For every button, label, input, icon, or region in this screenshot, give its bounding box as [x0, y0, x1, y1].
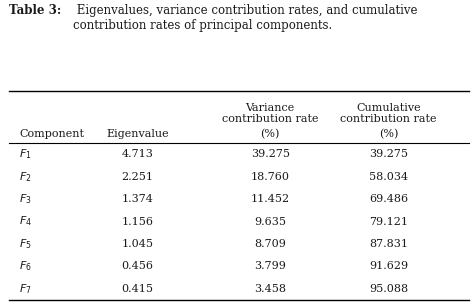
- Text: Variance: Variance: [246, 104, 295, 114]
- Text: 2.251: 2.251: [121, 172, 154, 182]
- Text: $F_3$: $F_3$: [19, 192, 32, 206]
- Text: 3.799: 3.799: [254, 261, 286, 271]
- Text: Eigenvalue: Eigenvalue: [106, 129, 169, 139]
- Text: 1.156: 1.156: [121, 217, 154, 226]
- Text: Component: Component: [19, 129, 84, 139]
- Text: 4.713: 4.713: [121, 149, 154, 159]
- Text: 39.275: 39.275: [369, 149, 408, 159]
- Text: Cumulative: Cumulative: [356, 104, 421, 114]
- Text: 1.045: 1.045: [121, 239, 154, 249]
- Text: (%): (%): [261, 130, 280, 140]
- Text: 58.034: 58.034: [369, 172, 408, 182]
- Text: Eigenvalues, variance contribution rates, and cumulative
contribution rates of p: Eigenvalues, variance contribution rates…: [73, 4, 418, 32]
- Text: 9.635: 9.635: [254, 217, 286, 226]
- Text: Table 3:: Table 3:: [9, 4, 62, 17]
- Text: 3.458: 3.458: [254, 284, 286, 294]
- Text: 79.121: 79.121: [369, 217, 408, 226]
- Text: $F_1$: $F_1$: [19, 148, 32, 161]
- Text: $F_6$: $F_6$: [19, 259, 32, 273]
- Text: $F_5$: $F_5$: [19, 237, 32, 251]
- Text: 1.374: 1.374: [121, 194, 154, 204]
- Text: contribution rate: contribution rate: [222, 114, 319, 124]
- Text: 91.629: 91.629: [369, 261, 408, 271]
- Text: 87.831: 87.831: [369, 239, 408, 249]
- Text: $F_4$: $F_4$: [19, 215, 32, 228]
- Text: 18.760: 18.760: [251, 172, 290, 182]
- Text: 95.088: 95.088: [369, 284, 408, 294]
- Text: 8.709: 8.709: [254, 239, 286, 249]
- Text: (%): (%): [379, 130, 398, 140]
- Text: 0.456: 0.456: [121, 261, 154, 271]
- Text: $F_2$: $F_2$: [19, 170, 31, 184]
- Text: 39.275: 39.275: [251, 149, 290, 159]
- Text: 11.452: 11.452: [251, 194, 290, 204]
- Text: 69.486: 69.486: [369, 194, 408, 204]
- Text: contribution rate: contribution rate: [340, 114, 437, 124]
- Text: $F_7$: $F_7$: [19, 282, 32, 296]
- Text: 0.415: 0.415: [121, 284, 154, 294]
